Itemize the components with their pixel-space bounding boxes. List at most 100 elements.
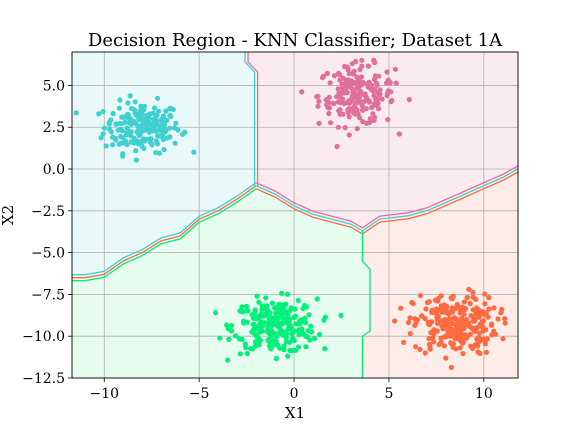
point-class-2 [367,83,374,89]
point-class-2 [341,81,347,87]
point-class-4 [467,300,473,307]
point-class-2 [370,88,376,94]
point-class-3 [237,351,243,357]
point-class-3 [273,356,279,362]
point-class-3 [283,338,289,345]
point-class-4 [413,344,419,350]
point-class-4 [467,324,474,330]
point-class-4 [434,328,440,334]
point-class-3 [244,351,250,357]
x-tick-label: 0 [290,386,299,402]
point-class-4 [444,333,450,340]
point-class-3 [281,305,287,311]
point-class-2 [375,90,381,96]
x-axis-label: X1 [285,404,305,422]
point-class-4 [483,349,489,355]
point-class-2 [320,73,327,79]
point-class-3 [267,310,273,316]
point-class-3 [281,346,287,353]
point-class-3 [260,323,266,329]
point-class-3 [299,326,305,332]
point-class-2 [336,108,342,114]
point-class-2 [335,70,342,76]
point-class-4 [417,293,423,299]
axis-ticks: −10 −5 0 5 10 5.0 2.5 0.0 −2.5 −5.0 −7.5 −10.0 −12.5 [22,78,493,402]
point-class-4 [412,322,418,328]
point-class-1 [100,131,106,137]
point-class-2 [345,77,351,83]
point-class-1 [172,140,178,146]
point-class-4 [459,304,465,310]
point-class-4 [407,315,413,321]
point-class-1 [113,137,119,143]
point-class-1 [160,128,166,135]
boundary-cyan-pink-0 [244,52,256,186]
point-class-4 [428,329,434,336]
point-class-4 [436,341,442,348]
point-class-3 [295,344,302,350]
point-class-1 [150,110,156,116]
point-class-3 [260,313,266,319]
boundary-cyan-green-1 [72,185,257,279]
point-class-3 [288,305,294,311]
point-class-4 [502,320,508,326]
point-class-1 [141,107,147,113]
point-class-2 [326,110,332,117]
point-class-4 [442,319,448,325]
point-class-4 [446,316,452,322]
point-class-2 [316,120,322,126]
point-class-1 [173,120,179,126]
point-class-2 [352,109,358,115]
point-class-3 [251,314,257,320]
point-class-2 [365,63,371,69]
point-class-1 [128,129,134,135]
point-class-3 [256,299,262,305]
y-tick-label: −2.5 [31,204,65,220]
boundary-cyan-green-0 [72,182,257,276]
point-class-1 [124,129,130,135]
point-class-4 [480,324,486,330]
point-class-2 [385,117,391,123]
point-class-1 [128,133,134,139]
point-class-2 [351,90,357,96]
point-class-1 [172,125,178,131]
point-class-4 [438,335,444,341]
point-class-2 [351,95,357,101]
point-class-1 [191,149,197,155]
y-axis-label: X2 [0,205,17,225]
point-class-4 [449,305,455,311]
point-class-1 [167,112,173,118]
point-class-2 [393,80,399,86]
point-class-3 [282,331,289,337]
point-class-1 [103,143,109,149]
point-class-1 [119,128,125,134]
point-class-2 [346,132,352,138]
y-tick-label: 5.0 [43,78,65,94]
point-class-2 [342,125,348,131]
point-class-4 [486,306,492,312]
point-class-4 [405,319,412,326]
boundary-cyan-pink-1 [247,52,259,186]
point-class-1 [139,122,145,128]
point-class-3 [269,300,275,306]
point-class-2 [406,97,412,103]
point-class-2 [392,66,398,72]
point-class-2 [323,97,329,103]
point-class-3 [338,312,344,319]
point-class-1 [143,122,149,128]
point-class-4 [486,294,492,301]
point-class-4 [412,316,418,322]
point-class-3 [266,336,272,342]
point-class-4 [473,296,479,302]
point-class-3 [285,312,291,318]
point-class-4 [442,324,448,330]
point-class-4 [475,339,481,345]
point-class-2 [328,120,334,126]
point-class-2 [359,57,365,63]
point-class-4 [443,355,449,361]
point-class-1 [137,131,143,137]
point-class-3 [248,346,254,352]
point-class-3 [295,328,301,334]
point-class-3 [291,315,297,321]
point-class-3 [307,337,313,343]
